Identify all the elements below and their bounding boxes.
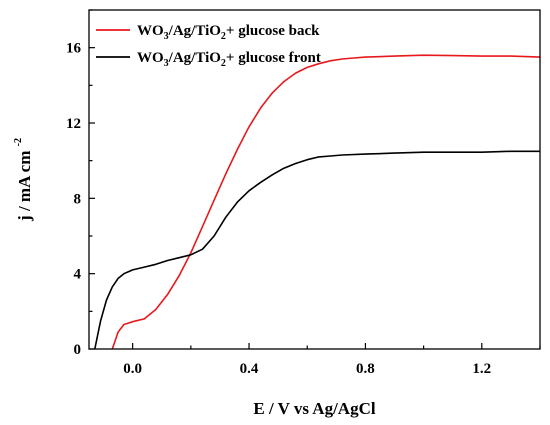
y-axis-label-main: j / mA cm — [15, 151, 34, 222]
x-axis-label: E / V vs Ag/AgCl — [253, 399, 375, 418]
plot-frame — [88, 9, 541, 350]
y-axis-label-sup: -2 — [13, 138, 24, 146]
x-tick-label-2: 0.8 — [356, 361, 375, 377]
x-tick-label-3: 1.2 — [472, 361, 491, 377]
legend-label-2: WO3/Ag/TiO2+ glucose front — [137, 50, 321, 69]
series-layer — [94, 54, 540, 349]
legend: WO3/Ag/TiO2+ glucose back WO3/Ag/TiO2+ gl… — [96, 23, 321, 69]
y-tick-label-4: 16 — [66, 41, 82, 57]
series-line-1 — [111, 54, 540, 349]
ticks-layer — [89, 9, 541, 350]
x-tick-label-1: 0.4 — [240, 361, 259, 377]
y-tick-label-1: 4 — [74, 267, 82, 283]
legend-label-1: WO3/Ag/TiO2+ glucose back — [137, 23, 320, 42]
x-tick-label-0: 0.0 — [123, 361, 142, 377]
y-tick-label-0: 0 — [74, 342, 82, 358]
y-tick-label-2: 8 — [74, 191, 82, 207]
y-tick-label-3: 12 — [66, 116, 81, 132]
ticklabel-layer: 0.0 0.4 0.8 1.2 0 4 8 12 16 — [66, 41, 491, 377]
y-axis-label: j / mA cm -2 — [13, 138, 34, 222]
series-line-2 — [94, 150, 540, 349]
